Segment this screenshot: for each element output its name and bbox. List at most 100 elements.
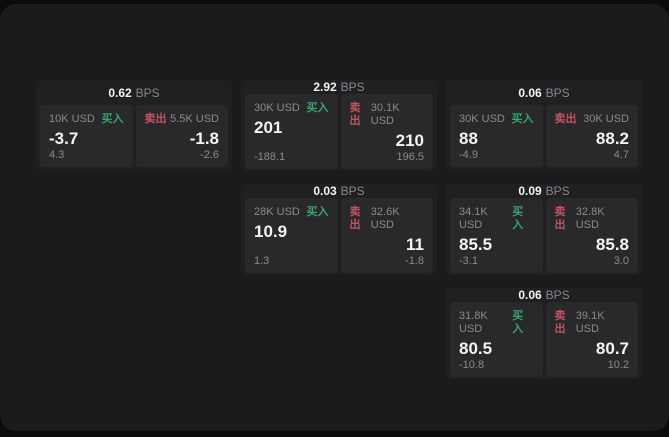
buy-panel-top: 10K USD 买入 (49, 113, 124, 126)
bps-unit: BPS (545, 288, 570, 302)
buy-change: 1.3 (254, 255, 270, 267)
sell-panel-top: 卖出 30.1K USD (350, 102, 425, 128)
sell-price: 80.7 (595, 339, 629, 358)
buy-panel-top: 31.8K USD 买入 (459, 310, 534, 336)
buy-change: -3.1 (459, 255, 478, 267)
bps-header: 0.06 BPS (446, 288, 642, 302)
sell-change: -2.6 (200, 149, 219, 161)
buy-amount: 34.1K USD (459, 206, 488, 231)
buy-panel-top: 28K USD 买入 (254, 206, 329, 219)
bps-value: 2.92 (313, 80, 337, 94)
sell-label: 卖出 (144, 113, 167, 125)
quote-card: 0.09 BPS 34.1K USD 买入 85.5 -3.1 卖出 32.8K… (446, 184, 642, 275)
sell-panel[interactable]: 卖出 32.6K USD 11 -1.8 (340, 198, 433, 273)
sell-label: 卖出 (349, 102, 361, 127)
sell-label: 卖出 (554, 113, 577, 125)
buy-price: 201 (254, 118, 283, 137)
sell-label: 卖出 (554, 310, 566, 335)
sell-change: 4.7 (613, 149, 629, 161)
buy-panel[interactable]: 34.1K USD 买入 85.5 -3.1 (450, 198, 543, 273)
sell-amount: 30K USD (583, 113, 629, 125)
sell-panel-top: 卖出 32.6K USD (350, 206, 425, 232)
bps-value: 0.06 (518, 85, 542, 100)
buy-amount: 28K USD (254, 206, 300, 218)
quote-card: 0.06 BPS 31.8K USD 买入 80.5 -10.8 卖出 39.1… (446, 288, 642, 379)
sell-change: 3.0 (613, 255, 629, 267)
buy-price: 88 (459, 129, 478, 148)
sell-amount: 39.1K USD (575, 310, 605, 335)
bps-value: 0.06 (518, 288, 542, 302)
bps-value: 0.62 (108, 85, 132, 100)
buy-panel[interactable]: 30K USD 买入 201 -188.1 (245, 94, 338, 169)
sell-amount: 32.8K USD (575, 206, 605, 231)
bps-unit: BPS (340, 184, 365, 198)
sell-panel-top: 卖出 30K USD (555, 113, 630, 126)
sell-price: -1.8 (189, 129, 219, 148)
buy-label: 买入 (511, 113, 534, 125)
buy-panel[interactable]: 31.8K USD 买入 80.5 -10.8 (450, 302, 543, 377)
sell-panel-top: 卖出 5.5K USD (145, 113, 220, 126)
buy-panel[interactable]: 30K USD 买入 88 -4.9 (450, 105, 543, 167)
buy-change: -188.1 (254, 151, 286, 163)
buy-panel[interactable]: 28K USD 买入 10.9 1.3 (245, 198, 338, 273)
buy-panel-top: 30K USD 买入 (459, 113, 534, 126)
bps-header: 0.62 BPS (36, 80, 232, 105)
quote-panels: 30K USD 买入 88 -4.9 卖出 30K USD 88.2 4.7 (446, 105, 642, 171)
buy-price: -3.7 (49, 129, 79, 148)
buy-change: -10.8 (459, 359, 485, 371)
bps-header: 0.09 BPS (446, 184, 642, 198)
bps-value: 0.03 (313, 184, 337, 198)
buy-panel-top: 34.1K USD 买入 (459, 206, 534, 232)
quote-panels: 31.8K USD 买入 80.5 -10.8 卖出 39.1K USD 80.… (446, 302, 642, 381)
buy-change: -4.9 (459, 149, 478, 161)
quote-card: 0.03 BPS 28K USD 买入 10.9 1.3 卖出 32.6K US… (241, 184, 437, 275)
sell-amount: 30.1K USD (370, 102, 400, 127)
buy-label: 买入 (512, 206, 524, 231)
buy-amount: 30K USD (254, 102, 300, 114)
buy-panel-top: 30K USD 买入 (254, 102, 329, 115)
sell-price: 88.2 (595, 129, 629, 148)
bps-header: 2.92 BPS (241, 80, 437, 94)
sell-label: 卖出 (349, 206, 361, 231)
sell-panel-top: 卖出 32.8K USD (555, 206, 630, 232)
buy-label: 买入 (101, 113, 124, 125)
quote-panels: 30K USD 买入 201 -188.1 卖出 30.1K USD 210 1… (241, 94, 437, 173)
quote-card: 2.92 BPS 30K USD 买入 201 -188.1 卖出 30.1K … (241, 80, 437, 171)
bps-header: 0.03 BPS (241, 184, 437, 198)
quote-panels: 10K USD 买入 -3.7 4.3 卖出 5.5K USD -1.8 -2.… (36, 105, 232, 171)
bps-unit: BPS (340, 80, 365, 94)
buy-amount: 10K USD (49, 113, 95, 125)
sell-change: 196.5 (396, 151, 424, 163)
quote-card: 0.62 BPS 10K USD 买入 -3.7 4.3 卖出 5.5K USD… (36, 80, 232, 171)
sell-label: 卖出 (554, 206, 566, 231)
buy-panel[interactable]: 10K USD 买入 -3.7 4.3 (40, 105, 133, 167)
sell-panel[interactable]: 卖出 39.1K USD 80.7 10.2 (545, 302, 638, 377)
buy-amount: 31.8K USD (459, 310, 488, 335)
sell-change: -1.8 (405, 255, 424, 267)
buy-label: 买入 (306, 206, 329, 218)
sell-panel[interactable]: 卖出 30K USD 88.2 4.7 (545, 105, 638, 167)
buy-change: 4.3 (49, 149, 65, 161)
sell-panel[interactable]: 卖出 32.8K USD 85.8 3.0 (545, 198, 638, 273)
buy-price: 85.5 (459, 235, 493, 254)
buy-label: 买入 (306, 102, 329, 114)
sell-price: 85.8 (595, 235, 629, 254)
bps-header: 0.06 BPS (446, 80, 642, 105)
sell-change: 10.2 (607, 359, 629, 371)
sell-amount: 32.6K USD (370, 206, 400, 231)
sell-panel[interactable]: 卖出 30.1K USD 210 196.5 (340, 94, 433, 169)
buy-label: 买入 (512, 310, 524, 335)
quote-panels: 34.1K USD 买入 85.5 -3.1 卖出 32.8K USD 85.8… (446, 198, 642, 277)
sell-price: 210 (395, 131, 424, 150)
quote-panels: 28K USD 买入 10.9 1.3 卖出 32.6K USD 11 -1.8 (241, 198, 437, 277)
sell-amount: 5.5K USD (170, 113, 219, 125)
quote-card: 0.06 BPS 30K USD 买入 88 -4.9 卖出 30K USD 8… (446, 80, 642, 171)
sell-panel[interactable]: 卖出 5.5K USD -1.8 -2.6 (135, 105, 228, 167)
bps-unit: BPS (545, 184, 570, 198)
buy-price: 80.5 (459, 339, 493, 358)
sell-panel-top: 卖出 39.1K USD (555, 310, 630, 336)
buy-amount: 30K USD (459, 113, 505, 125)
bps-value: 0.09 (518, 184, 542, 198)
sell-price: 11 (406, 235, 424, 254)
